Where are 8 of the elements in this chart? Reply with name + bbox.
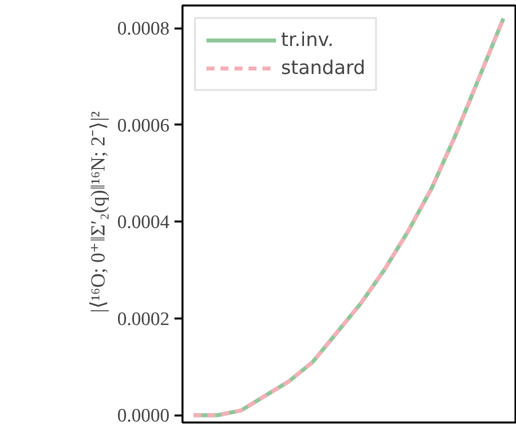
y-tick-label: 0.0000	[117, 406, 170, 427]
y-tick-label: 0.0006	[117, 115, 170, 136]
y-tick-label: 0.0002	[117, 308, 170, 330]
legend-label: standard	[281, 57, 366, 79]
legend-label: tr.inv.	[281, 29, 334, 51]
y-tick-label: 0.0004	[117, 212, 170, 234]
y-tick-label: 0.0008	[117, 18, 170, 40]
y-axis-title: |⟨¹⁶O; 0⁺‖Σ′₂(q)‖¹⁶N; 2⁻⟩|²	[87, 111, 110, 313]
